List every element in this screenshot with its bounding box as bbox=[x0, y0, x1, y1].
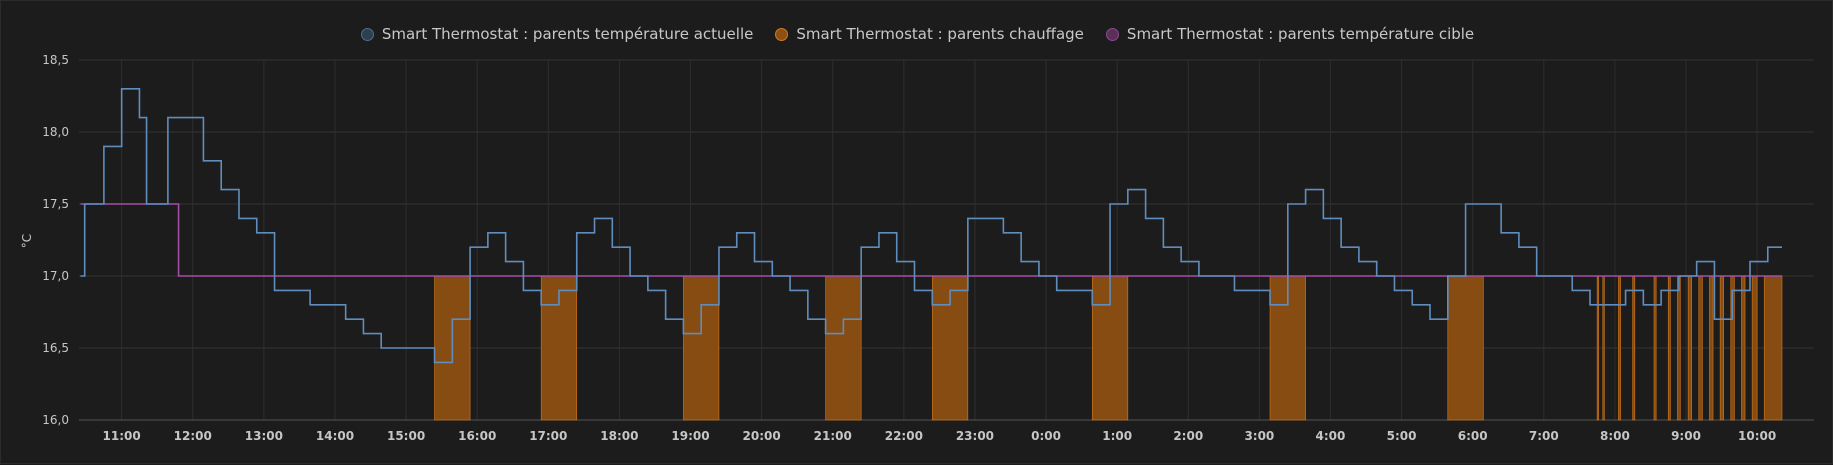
x-tick-label: 14:00 bbox=[316, 429, 354, 443]
heating-band bbox=[1719, 275, 1724, 421]
y-tick-label: 18,0 bbox=[42, 125, 69, 139]
x-tick-label: 13:00 bbox=[245, 429, 283, 443]
heating-band bbox=[1653, 275, 1657, 421]
x-tick-label: 9:00 bbox=[1671, 429, 1701, 443]
heating-band bbox=[1741, 275, 1746, 421]
x-tick-label: 4:00 bbox=[1316, 429, 1346, 443]
x-tick-label: 8:00 bbox=[1600, 429, 1630, 443]
legend-swatch-target-temperature bbox=[1105, 27, 1119, 41]
legend-label-target-temperature: Smart Thermostat : parents température c… bbox=[1126, 25, 1475, 43]
x-tick-label: 5:00 bbox=[1387, 429, 1417, 443]
legend-label-current-temperature: Smart Thermostat : parents température a… bbox=[381, 25, 754, 43]
x-tick-label: 20:00 bbox=[743, 429, 781, 443]
x-tick-label: 19:00 bbox=[671, 429, 709, 443]
x-axis-ticks: 11:00 12:00 13:00 14:00 15:00 16:00 17:00 18:00… bbox=[103, 429, 1777, 443]
heating-band bbox=[1447, 275, 1484, 421]
y-axis-unit: °C bbox=[20, 234, 34, 248]
x-tick-label: 23:00 bbox=[956, 429, 994, 443]
x-tick-label: 18:00 bbox=[600, 429, 638, 443]
x-tick-label: 3:00 bbox=[1244, 429, 1274, 443]
heating-band bbox=[1709, 275, 1714, 421]
heating-band bbox=[1602, 275, 1605, 421]
x-tick-label: 17:00 bbox=[529, 429, 567, 443]
y-tick-label: 16,0 bbox=[42, 413, 69, 427]
y-tick-label: 18,5 bbox=[42, 53, 69, 67]
legend-label-heating: Smart Thermostat : parents chauffage bbox=[796, 25, 1084, 43]
x-tick-label: 12:00 bbox=[174, 429, 212, 443]
x-tick-label: 22:00 bbox=[885, 429, 923, 443]
y-tick-label: 16,5 bbox=[42, 341, 69, 355]
x-tick-label: 1:00 bbox=[1102, 429, 1132, 443]
legend-item-target-temperature[interactable]: Smart Thermostat : parents température c… bbox=[1105, 25, 1475, 43]
heating-band bbox=[1596, 275, 1599, 421]
x-tick-label: 7:00 bbox=[1529, 429, 1559, 443]
x-tick-label: 10:00 bbox=[1738, 429, 1776, 443]
series-lines bbox=[80, 88, 1782, 364]
heating-band bbox=[1687, 275, 1692, 421]
heating-band bbox=[1698, 275, 1703, 421]
x-tick-label: 15:00 bbox=[387, 429, 425, 443]
x-tick-label: 2:00 bbox=[1173, 429, 1203, 443]
x-tick-label: 11:00 bbox=[103, 429, 141, 443]
legend-swatch-current-temperature bbox=[360, 27, 374, 41]
heating-band bbox=[1618, 275, 1621, 421]
x-tick-label: 0:00 bbox=[1031, 429, 1061, 443]
y-tick-label: 17,0 bbox=[42, 269, 69, 283]
heating-band bbox=[683, 275, 720, 421]
current-temperature-line bbox=[80, 88, 1782, 364]
legend-item-current-temperature[interactable]: Smart Thermostat : parents température a… bbox=[360, 25, 754, 43]
heating-band bbox=[1751, 275, 1758, 421]
heating-band bbox=[1763, 275, 1783, 421]
x-tick-label: 6:00 bbox=[1458, 429, 1488, 443]
x-tick-label: 21:00 bbox=[814, 429, 852, 443]
heating-band bbox=[825, 275, 862, 421]
legend-item-heating[interactable]: Smart Thermostat : parents chauffage bbox=[775, 25, 1084, 43]
y-tick-label: 17,5 bbox=[42, 197, 69, 211]
target-temperature-line bbox=[80, 203, 1782, 277]
heating-band bbox=[1677, 275, 1681, 421]
heating-band bbox=[1632, 275, 1636, 421]
legend-swatch-heating bbox=[775, 27, 789, 41]
x-tick-label: 16:00 bbox=[458, 429, 496, 443]
heating-band bbox=[1667, 275, 1671, 421]
chart-legend: Smart Thermostat : parents température a… bbox=[1, 25, 1833, 43]
y-axis-ticks: 18,5 18,0 17,5 17,0 16,5 16,0 bbox=[42, 53, 69, 427]
